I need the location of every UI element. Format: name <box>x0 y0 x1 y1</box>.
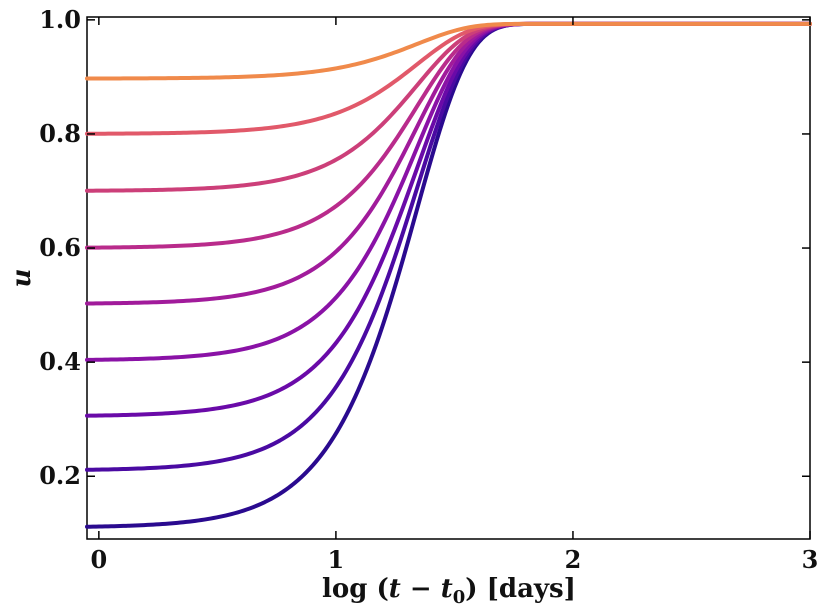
y-tick-label: 0.2 <box>39 461 81 490</box>
x-tick-label: 0 <box>91 545 108 574</box>
series-group <box>85 21 812 529</box>
x-axis-label-subvar: t <box>441 574 453 604</box>
x-tick-label: 3 <box>802 545 819 574</box>
x-axis-label-prefix: log ( <box>322 574 389 604</box>
plot-frame <box>86 16 811 540</box>
x-axis-label: log (t − t0) [days] <box>322 574 576 608</box>
series-line-5 <box>85 21 812 306</box>
series-line-4 <box>85 21 812 362</box>
x-tick-label: 1 <box>328 545 345 574</box>
x-axis-label-var: t <box>389 574 401 604</box>
y-tick-label: 0.4 <box>39 347 81 376</box>
x-axis-label-minus: − <box>401 574 441 604</box>
x-ticks: 0 1 2 3 <box>91 17 819 574</box>
x-tick-label: 2 <box>565 545 582 574</box>
y-tick-label: 1.0 <box>39 5 81 34</box>
y-tick-label: 0.6 <box>39 233 81 262</box>
y-tick-label: 0.8 <box>39 119 81 148</box>
series-line-9 <box>85 21 812 81</box>
y-ticks: 0.2 0.4 0.6 0.8 1.0 <box>39 5 810 490</box>
y-axis-label: u <box>7 269 37 288</box>
series-line-6 <box>85 21 812 250</box>
x-axis-label-subscript: 0 <box>453 587 466 608</box>
x-axis-label-suffix: ) [days] <box>465 574 576 604</box>
